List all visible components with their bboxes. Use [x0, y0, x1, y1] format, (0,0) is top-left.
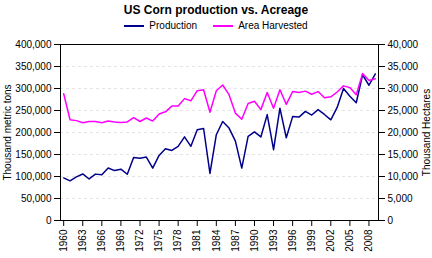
svg-text:1996: 1996: [287, 229, 298, 252]
svg-text:30,000: 30,000: [388, 83, 419, 94]
svg-text:40,000: 40,000: [388, 39, 419, 50]
svg-text:1981: 1981: [191, 229, 202, 252]
svg-text:0: 0: [388, 215, 394, 226]
svg-text:1978: 1978: [172, 229, 183, 252]
svg-text:Thousand Hectares: Thousand Hectares: [421, 89, 432, 176]
svg-text:20,000: 20,000: [388, 127, 419, 138]
svg-text:1987: 1987: [230, 229, 241, 252]
svg-text:150,000: 150,000: [15, 149, 52, 160]
svg-text:250,000: 250,000: [15, 105, 52, 116]
svg-text:400,000: 400,000: [15, 39, 52, 50]
svg-text:2002: 2002: [325, 229, 336, 252]
svg-text:25,000: 25,000: [388, 105, 419, 116]
svg-text:Thousand metric tons: Thousand metric tons: [2, 84, 13, 180]
svg-text:2008: 2008: [363, 229, 374, 252]
svg-text:1999: 1999: [306, 229, 317, 252]
svg-text:1960: 1960: [58, 229, 69, 252]
svg-text:1975: 1975: [153, 229, 164, 252]
svg-text:10,000: 10,000: [388, 171, 419, 182]
svg-text:1966: 1966: [96, 229, 107, 252]
svg-text:2005: 2005: [344, 229, 355, 252]
html-text:Production: Production: [149, 20, 198, 31]
svg-text:1990: 1990: [249, 229, 260, 252]
svg-text:350,000: 350,000: [15, 61, 52, 72]
svg-text:300,000: 300,000: [15, 83, 52, 94]
svg-text:35,000: 35,000: [388, 61, 419, 72]
svg-text:50,000: 50,000: [21, 193, 52, 204]
svg-text:15,000: 15,000: [388, 149, 419, 160]
svg-text:200,000: 200,000: [15, 127, 52, 138]
svg-text:0: 0: [46, 215, 52, 226]
html-text:US Corn production vs. Acreage: US Corn production vs. Acreage: [123, 3, 309, 17]
svg-text:1993: 1993: [268, 229, 279, 252]
svg-text:1972: 1972: [134, 229, 145, 252]
svg-text:100,000: 100,000: [15, 171, 52, 182]
svg-text:1963: 1963: [77, 229, 88, 252]
svg-text:5,000: 5,000: [388, 193, 413, 204]
svg-text:1984: 1984: [211, 229, 222, 252]
svg-text:1969: 1969: [115, 229, 126, 252]
html-text:Area Harvested: Area Harvested: [238, 20, 308, 31]
